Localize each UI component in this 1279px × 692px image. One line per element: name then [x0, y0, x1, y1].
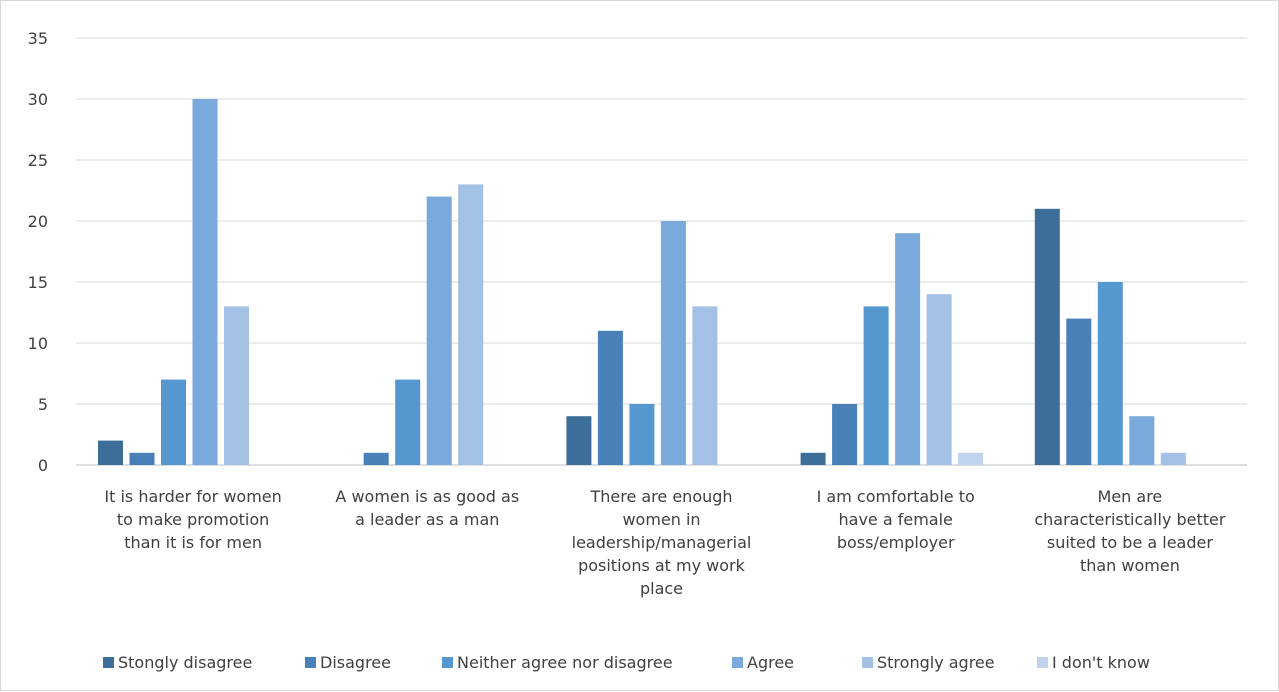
category-label-line: characteristically better: [1034, 510, 1226, 529]
bar: [1129, 416, 1155, 465]
legend-swatch: [862, 657, 873, 668]
category-label-line: leadership/managerial: [572, 533, 752, 552]
legend-item: Disagree: [305, 653, 391, 672]
bar: [363, 452, 389, 465]
bar: [224, 306, 249, 465]
legend-item: I don't know: [1037, 653, 1150, 672]
legend-swatch: [732, 657, 743, 668]
legend-label: Agree: [747, 653, 794, 672]
category-label-line: There are enough: [589, 487, 732, 506]
legend-swatch: [305, 657, 316, 668]
category-label-line: place: [640, 579, 683, 598]
bar: [566, 416, 592, 465]
y-tick-label: 25: [28, 151, 48, 170]
series-5: [224, 184, 1186, 465]
series-2: [129, 318, 1092, 465]
y-tick-label: 5: [38, 395, 48, 414]
category-label: There are enough women in leadership/manag…: [572, 487, 752, 598]
y-tick-label: 15: [28, 273, 48, 292]
category-label-line: than women: [1080, 556, 1180, 575]
category-label-line: boss/employer: [837, 533, 955, 552]
category-label-line: It is harder for women: [104, 487, 281, 506]
legend: Stongly disagree Disagree Neither agree no…: [103, 653, 1150, 672]
series-6: [958, 452, 984, 465]
legend-item: Neither agree nor disagree: [442, 653, 673, 672]
y-tick-label: 0: [38, 456, 48, 475]
bar: [832, 404, 858, 465]
legend-swatch: [1037, 657, 1048, 668]
category-label-line: have a female: [839, 510, 953, 529]
y-tick-label: 10: [28, 334, 48, 353]
bar: [926, 294, 952, 465]
legend-label: I don't know: [1052, 653, 1150, 672]
category-label-line: I am comfortable to: [817, 487, 975, 506]
bar: [192, 99, 218, 465]
series-4: [192, 99, 1155, 465]
category-label-line: women in: [622, 510, 700, 529]
bars: [98, 99, 1186, 466]
bar: [958, 452, 984, 465]
bar: [458, 184, 484, 465]
bar: [1160, 452, 1186, 465]
category-label: A women is as good as a leader as a man: [335, 487, 519, 529]
legend-item: Stongly disagree: [103, 653, 252, 672]
series-1: [98, 208, 1060, 466]
bar: [161, 379, 186, 465]
bar: [1097, 282, 1123, 465]
bar: [1066, 318, 1092, 465]
legend-label: Stongly disagree: [118, 653, 252, 672]
bar: [895, 233, 921, 465]
legend-item: Strongly agree: [862, 653, 995, 672]
category-label: I am comfortable to have a female boss/emp…: [817, 487, 975, 552]
bar: [863, 306, 889, 465]
legend-label: Neither agree nor disagree: [457, 653, 673, 672]
bar: [98, 440, 123, 465]
category-label-line: than it is for men: [124, 533, 262, 552]
bar: [800, 452, 826, 465]
y-tick-label: 35: [28, 29, 48, 48]
series-3: [161, 282, 1123, 465]
category-label: It is harder for women to make promotion t…: [104, 487, 281, 552]
legend-item: Agree: [732, 653, 794, 672]
category-label: Men are characteristically better suited t…: [1034, 487, 1226, 575]
legend-label: Strongly agree: [877, 653, 995, 672]
bar: [426, 196, 452, 465]
y-tick-label: 30: [28, 90, 48, 109]
bar: [129, 452, 155, 465]
bar: [395, 379, 421, 465]
legend-swatch: [103, 657, 114, 668]
category-label-line: suited to be a leader: [1047, 533, 1214, 552]
bar: [692, 306, 718, 465]
y-axis: 0 5 10 15 20 25 30 35: [28, 29, 48, 475]
bar: [629, 404, 655, 465]
legend-swatch: [442, 657, 453, 668]
category-label-line: positions at my work: [578, 556, 746, 575]
category-label-line: a leader as a man: [355, 510, 499, 529]
category-label-line: to make promotion: [117, 510, 269, 529]
bar: [597, 330, 623, 465]
y-tick-label: 20: [28, 212, 48, 231]
bar: [660, 221, 686, 465]
category-label-line: A women is as good as: [335, 487, 519, 506]
x-axis-labels: It is harder for women to make promotion t…: [104, 487, 1225, 598]
bar: [1034, 208, 1060, 466]
category-label-line: Men are: [1098, 487, 1163, 506]
legend-label: Disagree: [320, 653, 391, 672]
